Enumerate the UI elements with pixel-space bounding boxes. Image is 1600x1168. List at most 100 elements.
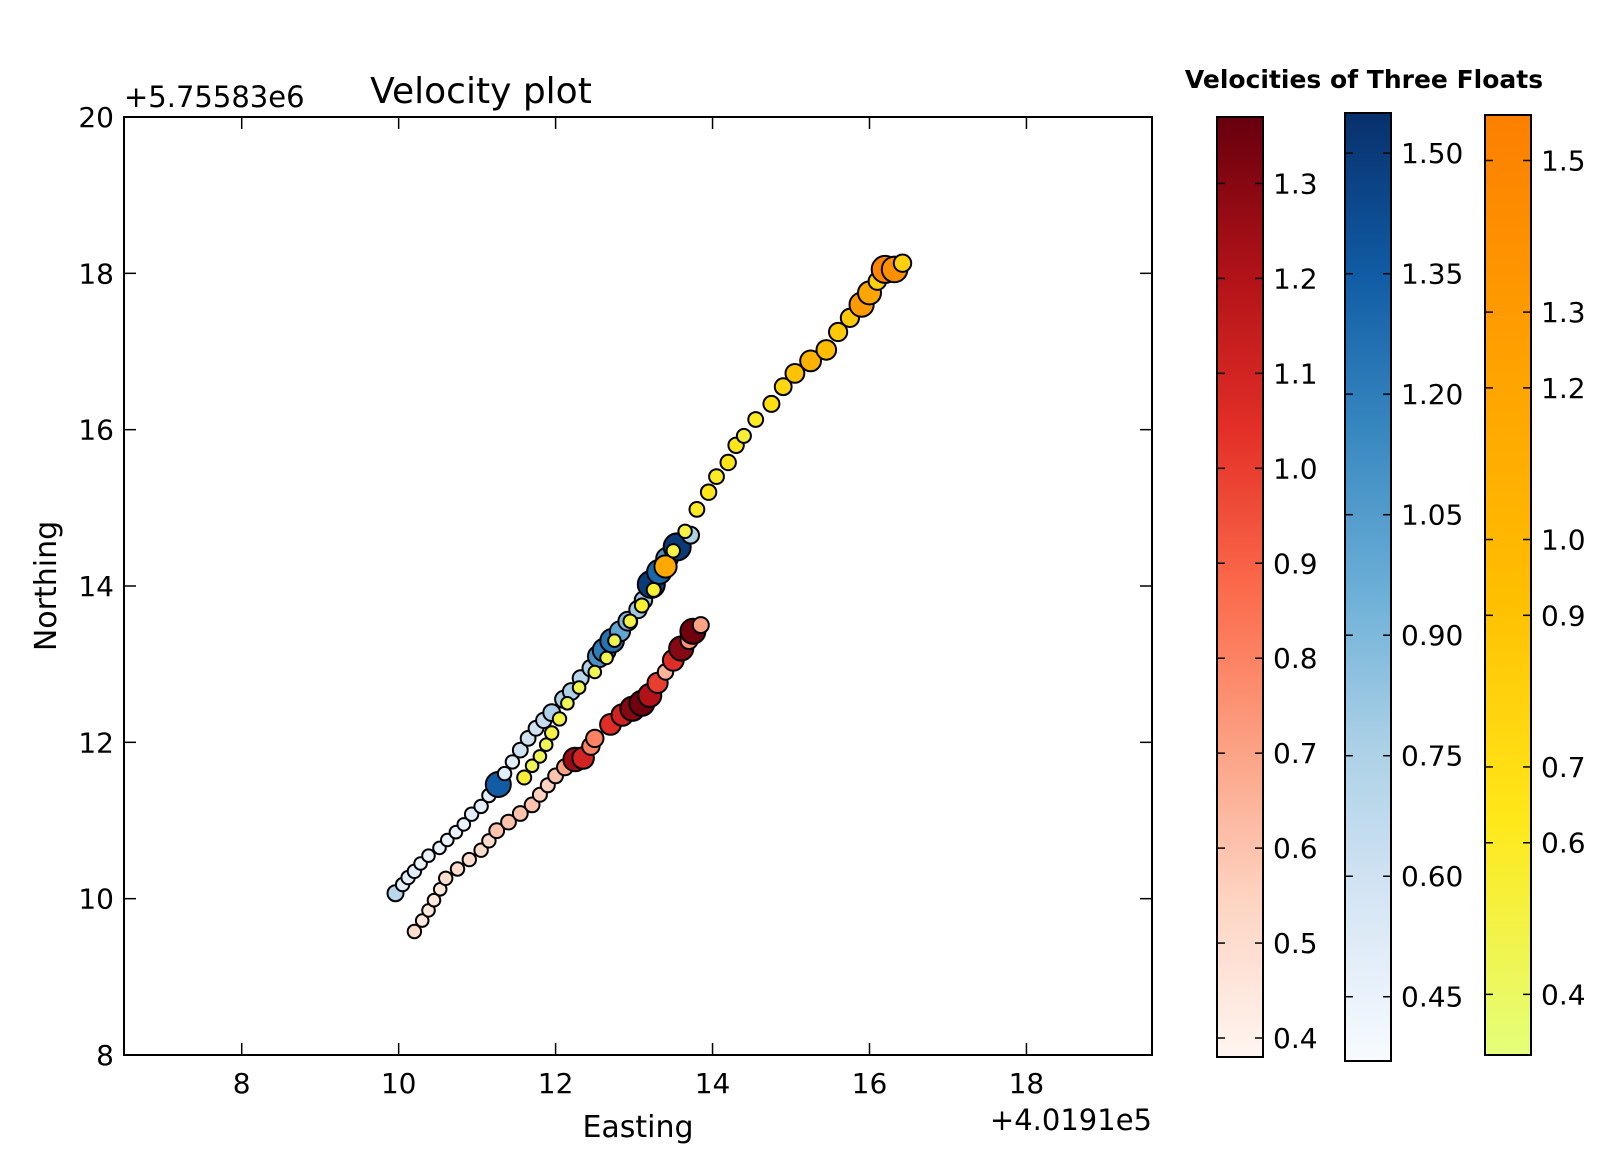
x-axis: 8 10 12 14 16 18 bbox=[233, 117, 1044, 1100]
data-point bbox=[504, 754, 521, 770]
data-point bbox=[719, 453, 737, 472]
colorbar-tick-label: 1.20 bbox=[1401, 378, 1463, 411]
x-offset-label: +4.0191e5 bbox=[990, 1103, 1152, 1137]
y-tick-label: 18 bbox=[78, 257, 114, 290]
y-offset-label: +5.75583e6 bbox=[124, 80, 305, 114]
colorbar-tick-label: 0.7 bbox=[1541, 751, 1586, 784]
y-axis: 8 10 12 14 16 18 20 bbox=[78, 101, 1152, 1072]
data-point bbox=[735, 427, 752, 444]
data-point bbox=[587, 664, 603, 680]
data-point bbox=[645, 581, 662, 598]
colorbar-reds bbox=[1216, 116, 1264, 1058]
data-point bbox=[773, 377, 793, 397]
data-point bbox=[691, 616, 710, 635]
data-point bbox=[607, 633, 622, 649]
data-point bbox=[892, 253, 913, 273]
data-point bbox=[784, 363, 806, 384]
data-point bbox=[633, 597, 650, 614]
x-axis-label: Easting bbox=[582, 1110, 693, 1145]
colorbar-tick-label: 1.3 bbox=[1541, 296, 1586, 329]
data-point bbox=[511, 741, 529, 759]
data-point bbox=[571, 680, 587, 695]
colorbar-title: Velocities of Three Floats bbox=[1185, 65, 1543, 94]
data-point bbox=[438, 870, 454, 886]
data-point bbox=[524, 758, 540, 774]
colorbar-tick-label: 1.35 bbox=[1401, 258, 1463, 291]
data-point bbox=[538, 737, 554, 753]
colorbar-tick-label: 1.2 bbox=[1273, 262, 1318, 295]
y-axis-label: Northing bbox=[29, 521, 64, 651]
colorbar-tick-label: 1.05 bbox=[1401, 499, 1463, 532]
y-tick-label: 8 bbox=[96, 1039, 114, 1072]
data-point bbox=[828, 321, 849, 343]
colorbar-tick-label: 0.45 bbox=[1401, 981, 1463, 1014]
x-tick-label: 12 bbox=[538, 1067, 574, 1100]
colorbar-tick-label: 1.2 bbox=[1541, 372, 1586, 405]
colorbar-blues bbox=[1344, 112, 1392, 1062]
data-point bbox=[456, 817, 472, 832]
data-point bbox=[665, 543, 681, 559]
data-point bbox=[488, 822, 506, 840]
colorbar-tick-label: 0.90 bbox=[1401, 619, 1463, 652]
data-point bbox=[406, 923, 423, 940]
data-point bbox=[511, 805, 529, 822]
data-point bbox=[544, 725, 560, 741]
y-tick-label: 16 bbox=[78, 414, 114, 447]
scatter-points bbox=[386, 253, 913, 940]
x-tick-label: 10 bbox=[381, 1067, 417, 1100]
chart-title: Velocity plot bbox=[370, 71, 592, 112]
data-point bbox=[496, 765, 513, 782]
data-point bbox=[688, 501, 706, 518]
data-point bbox=[815, 339, 838, 361]
colorbar-tick-label: 0.9 bbox=[1273, 547, 1318, 580]
colorbar-tick-label: 1.3 bbox=[1273, 167, 1318, 200]
data-point bbox=[560, 696, 575, 711]
x-tick-label: 14 bbox=[695, 1067, 731, 1100]
data-point bbox=[622, 613, 638, 629]
colorbar-tick-label: 0.7 bbox=[1273, 737, 1318, 770]
data-point bbox=[708, 468, 725, 486]
data-point bbox=[532, 749, 548, 764]
y-tick-label: 14 bbox=[78, 570, 114, 603]
data-point bbox=[747, 411, 765, 428]
x-tick-label: 16 bbox=[852, 1067, 888, 1100]
colorbar-tick-label: 1.0 bbox=[1273, 452, 1318, 485]
colorbar-tick-label: 0.6 bbox=[1273, 832, 1318, 865]
y-tick-label: 12 bbox=[78, 726, 114, 759]
data-point bbox=[599, 650, 614, 666]
x-tick-label: 8 bbox=[233, 1067, 251, 1100]
colorbar-tick-label: 0.4 bbox=[1273, 1022, 1318, 1055]
data-point bbox=[699, 483, 718, 501]
colorbar-tick-label: 0.5 bbox=[1273, 927, 1318, 960]
data-point bbox=[414, 913, 430, 928]
colorbar-tick-label: 0.75 bbox=[1401, 740, 1463, 773]
colorbar-tick-label: 1.5 bbox=[1541, 144, 1586, 177]
data-point bbox=[473, 798, 489, 815]
y-tick-label: 20 bbox=[78, 101, 114, 134]
data-point bbox=[461, 851, 477, 868]
data-point bbox=[653, 554, 678, 579]
colorbar-tick-label: 1.50 bbox=[1401, 137, 1463, 170]
data-point bbox=[762, 394, 781, 413]
colorbar-tick-label: 0.8 bbox=[1273, 642, 1318, 675]
data-point bbox=[677, 523, 693, 539]
colorbar-tick-label: 0.9 bbox=[1541, 599, 1586, 632]
data-point bbox=[551, 711, 568, 727]
x-tick-label: 18 bbox=[1009, 1067, 1045, 1100]
data-point bbox=[421, 848, 436, 864]
data-point bbox=[500, 813, 517, 831]
y-tick-label: 10 bbox=[78, 883, 114, 916]
colorbar-tick-label: 0.60 bbox=[1401, 860, 1463, 893]
data-point bbox=[516, 769, 533, 786]
colorbar-tick-label: 1.1 bbox=[1273, 357, 1318, 390]
colorbars: 0.4 0.5 0.6 0.7 0.8 0.9 1.0 1.1 1.2 1.3 0.45 0.60 0.… bbox=[1216, 112, 1586, 1062]
data-point bbox=[449, 861, 466, 877]
colorbar-tick-label: 0.4 bbox=[1541, 978, 1586, 1011]
colorbar-wistia bbox=[1484, 114, 1532, 1056]
colorbar-tick-label: 1.0 bbox=[1541, 524, 1586, 557]
colorbar-tick-label: 0.6 bbox=[1541, 827, 1586, 860]
data-point bbox=[585, 728, 605, 749]
data-point bbox=[799, 349, 822, 373]
data-point bbox=[426, 892, 442, 908]
